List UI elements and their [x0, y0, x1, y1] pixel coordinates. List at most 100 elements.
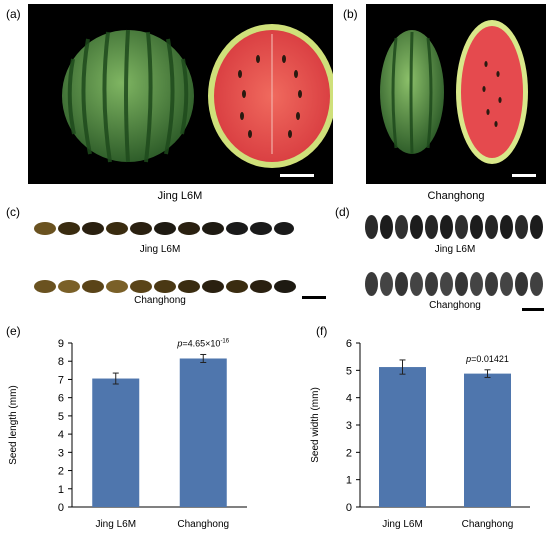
y-tick-label: 0 — [58, 502, 64, 514]
panel-c-top-label: Jing L6M — [139, 244, 181, 255]
seed-row-d-top — [365, 215, 545, 243]
panel-b-letter: (b) — [343, 7, 358, 21]
y-tick-label: 6 — [58, 393, 64, 405]
y-tick-label: 5 — [346, 365, 352, 377]
panel-c-letter: (c) — [6, 205, 20, 219]
y-tick-label: 7 — [58, 374, 64, 386]
seed — [455, 215, 468, 239]
y-tick-label: 1 — [346, 475, 352, 487]
seed — [455, 272, 468, 296]
seed — [470, 215, 483, 239]
scale-bar-a — [280, 174, 314, 177]
seed — [365, 215, 378, 239]
seed-row-c-top — [34, 220, 294, 240]
seed — [58, 280, 80, 293]
seed — [440, 272, 453, 296]
y-tick-label: 4 — [58, 429, 64, 441]
panel-c-bottom-label: Changhong — [134, 295, 186, 306]
panel-b-caption: Changhong — [427, 190, 485, 202]
bar-2 — [179, 358, 227, 507]
chart-seed-length-svg: 0 1 2 3 4 5 6 7 8 9 Seed length (mm) Jing L6M Changh… — [8, 338, 247, 530]
seed — [485, 215, 498, 239]
watermelon-jing-l6m-illustration — [62, 24, 333, 168]
seed — [380, 215, 393, 239]
seed — [380, 272, 393, 296]
y-tick-label: 9 — [58, 338, 64, 350]
seed — [106, 222, 128, 235]
bar-2 — [464, 373, 511, 507]
chart-seed-length: 0 1 2 3 4 5 6 7 8 9 Seed length (mm) Jing L6M Changh… — [0, 335, 265, 533]
seed — [365, 272, 378, 296]
x-category-label: Jing L6M — [95, 519, 136, 530]
scale-bar-c — [302, 296, 326, 299]
seed — [425, 215, 438, 239]
chart-seed-width-svg: 0 1 2 3 4 5 6 Seed width (mm) Jing L6M Changhong p… — [310, 338, 530, 530]
panel-d-bottom-label: Changhong — [429, 300, 481, 311]
seed — [82, 280, 104, 293]
seed — [250, 222, 272, 235]
y-tick-label: 1 — [58, 484, 64, 496]
seed — [178, 280, 200, 293]
seed — [226, 280, 248, 293]
seed — [530, 215, 543, 239]
seed — [274, 222, 294, 235]
y-tick-label: 2 — [58, 466, 64, 478]
seed — [202, 280, 224, 293]
seed — [250, 280, 272, 293]
chart-seed-width: 0 1 2 3 4 5 6 Seed width (mm) Jing L6M Changhong p… — [280, 335, 548, 533]
seed — [274, 280, 296, 293]
y-tick-label: 8 — [58, 356, 64, 368]
bar-1 — [379, 367, 426, 507]
scale-bar-d — [522, 308, 544, 311]
seed — [515, 272, 528, 296]
seed — [395, 215, 408, 239]
x-category-label: Changhong — [177, 519, 229, 530]
seed — [130, 280, 152, 293]
seed — [470, 272, 483, 296]
scale-bar-b — [512, 174, 536, 177]
seed — [485, 272, 498, 296]
panel-d-top-label: Jing L6M — [434, 244, 476, 255]
seed — [58, 222, 80, 235]
seed — [515, 215, 528, 239]
seed — [440, 215, 453, 239]
y-tick-label: 6 — [346, 338, 352, 350]
p-value-annotation: p=4.65×10-16 — [176, 338, 229, 348]
y-tick-label: 3 — [58, 447, 64, 459]
seed — [106, 280, 128, 293]
seed — [500, 272, 513, 296]
seed-row-d-bottom — [365, 272, 545, 300]
seed — [226, 222, 248, 235]
y-axis-label: Seed width (mm) — [310, 387, 321, 463]
panel-e-letter: (e) — [6, 324, 21, 338]
seed — [34, 222, 56, 235]
p-value-annotation: p=0.01421 — [465, 354, 509, 364]
y-tick-label: 0 — [346, 502, 352, 514]
seed — [425, 272, 438, 296]
panel-f-letter: (f) — [316, 324, 328, 338]
seed — [500, 215, 513, 239]
panel-a-letter: (a) — [6, 7, 21, 21]
watermelon-changhong-illustration — [380, 20, 528, 164]
x-category-label: Changhong — [462, 519, 514, 530]
seed — [34, 280, 56, 293]
seed — [410, 272, 423, 296]
seed — [395, 272, 408, 296]
seed — [410, 215, 423, 239]
panel-a-caption: Jing L6M — [157, 190, 203, 202]
seed — [202, 222, 224, 235]
photo-changhong-fruit — [366, 4, 546, 184]
y-axis-label: Seed length (mm) — [8, 385, 19, 464]
panel-d-letter: (d) — [335, 205, 350, 219]
x-category-label: Jing L6M — [382, 519, 423, 530]
seed — [154, 280, 176, 293]
seed-row-c-bottom — [34, 278, 296, 298]
seed — [530, 272, 543, 296]
seed — [178, 222, 200, 235]
seed — [82, 222, 104, 235]
y-tick-label: 2 — [346, 447, 352, 459]
seed — [130, 222, 152, 235]
y-tick-label: 4 — [346, 393, 352, 405]
photo-jing-l6m-fruit — [28, 4, 333, 184]
y-tick-label: 3 — [346, 420, 352, 432]
